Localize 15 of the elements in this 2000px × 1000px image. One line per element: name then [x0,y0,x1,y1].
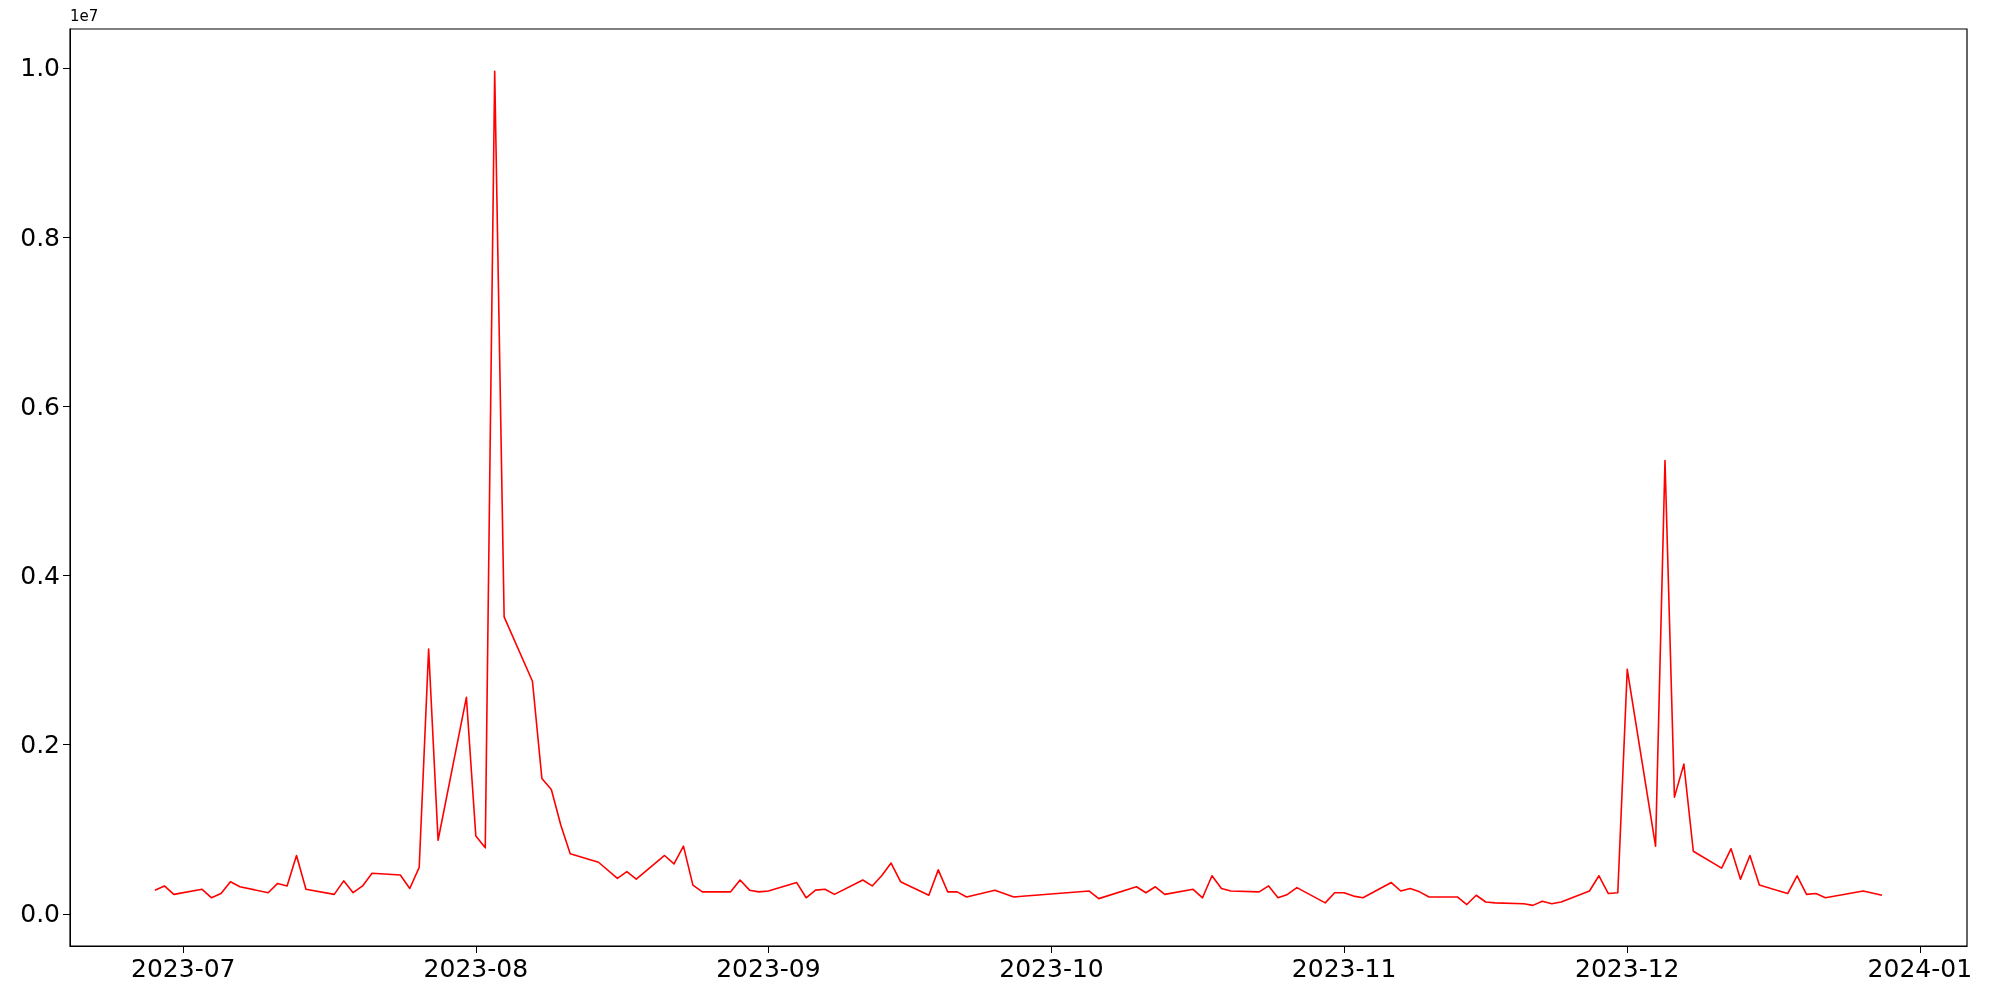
x-tick-label: 2023-09 [716,954,821,983]
y-tick-label: 0.6 [20,391,60,421]
x-tick-label: 2024-01 [1867,954,1973,983]
y-tick-label: 0.4 [20,560,60,590]
text: 1e7 [70,6,99,25]
x-tick-label: 2023-07 [131,954,236,983]
x-tick-label: 2023-08 [423,954,529,983]
y-tick-label: 1.0 [20,53,60,83]
x-tick-label: 2023-11 [1291,954,1397,983]
x-tick-label: 2023-12 [1575,954,1680,983]
line-series [154,70,1883,907]
x-tick-label: 2023-10 [999,954,1104,983]
y-tick-label: 0.2 [20,730,60,760]
y-tick-label: 0.8 [20,222,60,252]
y-tick-label: 0.0 [20,899,60,929]
